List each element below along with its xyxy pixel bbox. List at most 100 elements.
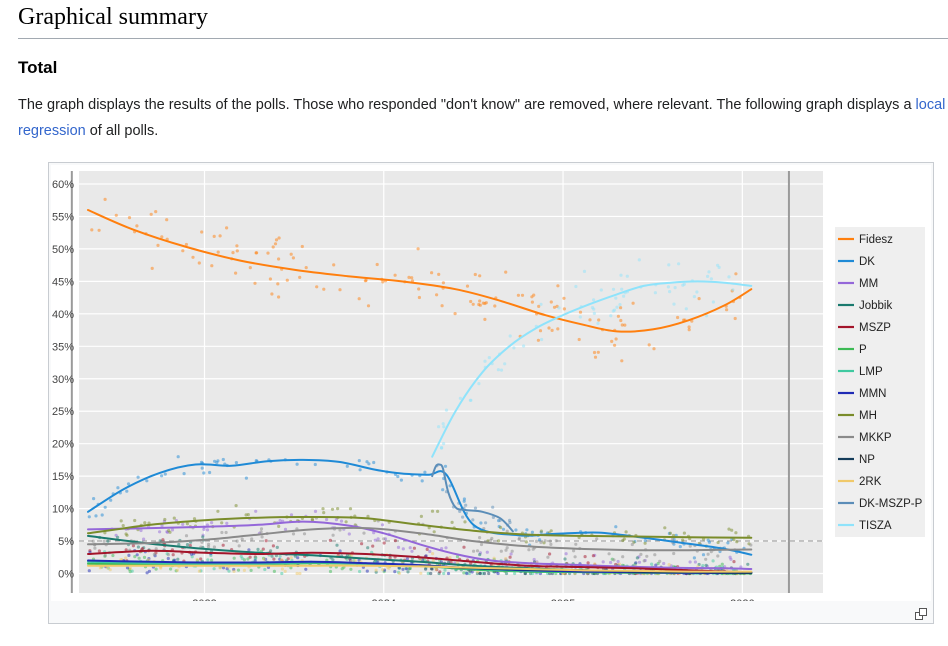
poll-dot xyxy=(623,323,627,327)
poll-dot xyxy=(485,550,489,554)
poll-dot xyxy=(173,558,177,562)
poll-dot xyxy=(749,543,753,547)
poll-dot xyxy=(549,542,553,546)
poll-dot xyxy=(358,569,362,574)
poll-dot xyxy=(124,532,128,536)
poll-dot xyxy=(635,556,640,560)
poll-dot xyxy=(191,255,195,259)
poll-dot xyxy=(244,476,248,480)
poll-dot xyxy=(643,541,647,545)
poll-dot xyxy=(556,284,560,288)
poll-dot xyxy=(175,568,179,572)
poll-dot xyxy=(621,538,625,543)
poll-dot xyxy=(240,537,244,541)
poll-dot xyxy=(437,425,441,429)
poll-dot xyxy=(339,519,344,523)
poll-dot xyxy=(548,539,552,543)
poll-dot xyxy=(692,295,697,299)
poll-dot xyxy=(647,343,651,347)
legend-label-p: P xyxy=(859,344,867,356)
poll-dot xyxy=(166,553,170,557)
poll-dot xyxy=(448,484,452,488)
poll-dot xyxy=(412,546,416,550)
poll-dot xyxy=(512,346,516,350)
poll-dot xyxy=(591,554,596,558)
poll-dot xyxy=(478,553,482,557)
poll-dot xyxy=(280,571,284,576)
poll-dot xyxy=(176,455,180,459)
poll-dot xyxy=(240,556,244,560)
poll-dot xyxy=(278,554,282,558)
poll-dot xyxy=(572,549,576,553)
poll-dot xyxy=(672,302,676,306)
poll-dot xyxy=(469,398,473,402)
x-tick-label: 2025 xyxy=(551,598,575,601)
poll-dot xyxy=(732,538,736,542)
poll-dot xyxy=(410,276,414,280)
poll-dot xyxy=(248,555,252,559)
poll-dot xyxy=(338,288,342,292)
poll-dot xyxy=(496,368,500,372)
poll-dot xyxy=(592,307,596,311)
poll-dot xyxy=(344,520,348,524)
poll-dot xyxy=(231,251,235,255)
poll-dot xyxy=(154,210,158,214)
y-tick-label: 5% xyxy=(58,536,74,548)
poll-dot xyxy=(275,545,279,549)
poll-dot xyxy=(574,542,578,546)
poll-dot xyxy=(462,545,466,549)
poll-dot xyxy=(441,281,445,285)
poll-dot xyxy=(720,562,724,566)
poll-dot xyxy=(124,556,128,560)
poll-dot xyxy=(677,262,681,266)
poll-dot xyxy=(188,543,192,548)
poll-dot xyxy=(504,270,508,274)
poll-dot xyxy=(149,212,153,216)
poll-dot xyxy=(345,557,349,561)
poll-dot xyxy=(142,537,146,541)
poll-dot xyxy=(614,525,618,529)
poll-dot xyxy=(171,553,175,557)
poll-dot xyxy=(442,571,446,576)
poll-dot xyxy=(165,218,169,222)
poll-dot xyxy=(94,514,98,518)
poll-dot xyxy=(121,524,125,528)
poll-dot xyxy=(666,285,671,289)
expand-icon[interactable] xyxy=(915,608,927,620)
poll-dot xyxy=(388,556,392,560)
poll-dot xyxy=(298,275,302,279)
poll-dot xyxy=(441,422,445,426)
poll-dot xyxy=(436,509,440,513)
poll-dot xyxy=(277,257,281,261)
poll-dot xyxy=(262,557,266,561)
poll-dot xyxy=(527,548,531,552)
poll-dot xyxy=(620,287,624,291)
poll-dot xyxy=(493,304,497,308)
poll-dot xyxy=(478,303,482,307)
poll-dot xyxy=(220,521,224,525)
poll-dot xyxy=(586,561,590,565)
y-tick-label: 20% xyxy=(52,439,74,451)
poll-dot xyxy=(477,382,481,386)
poll-dot xyxy=(181,522,185,526)
poll-dot xyxy=(618,562,622,566)
poll-dot xyxy=(182,472,186,476)
poll-dot xyxy=(396,545,401,549)
local-regression-link[interactable]: local regression xyxy=(18,97,946,139)
poll-dot xyxy=(216,459,220,463)
poll-dot xyxy=(181,249,185,253)
poll-dot xyxy=(705,314,709,318)
poll-dot xyxy=(639,552,643,556)
poll-dot xyxy=(631,301,635,305)
y-tick-label: 35% xyxy=(52,341,74,353)
poll-dot xyxy=(478,274,482,278)
poll-dot xyxy=(496,571,500,576)
poll-dot xyxy=(473,272,477,277)
poll-dot xyxy=(430,271,434,275)
poll-dot xyxy=(543,539,547,543)
poll-dot xyxy=(637,258,641,262)
poll-dot xyxy=(562,296,566,300)
poll-dot xyxy=(583,555,587,559)
poll-dot xyxy=(539,540,543,544)
poll-dot xyxy=(163,472,167,476)
